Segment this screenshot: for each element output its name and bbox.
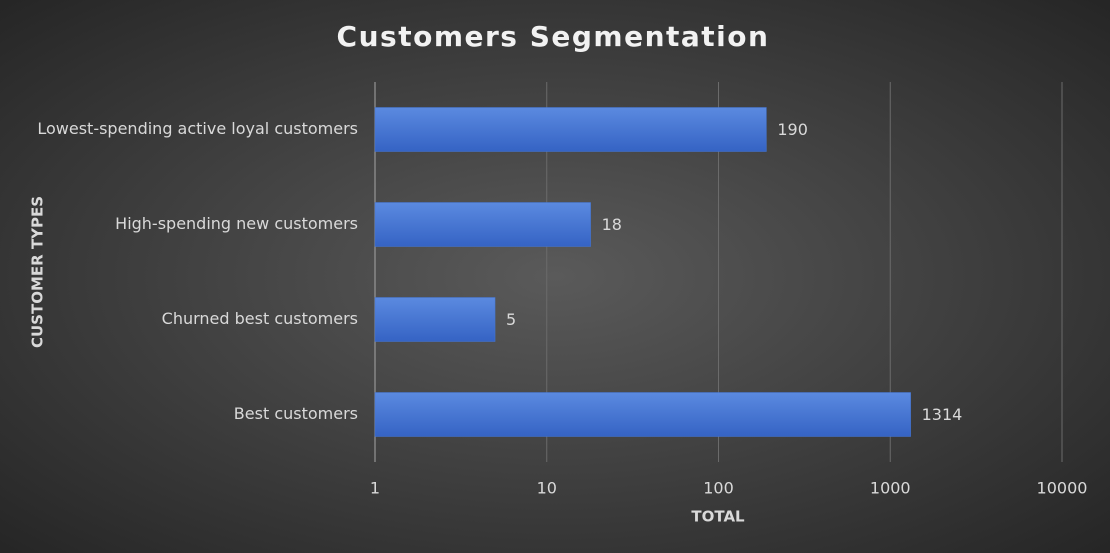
x-axis-title: TOTAL xyxy=(691,508,745,526)
y-tick-label: Lowest-spending active loyal customers xyxy=(37,119,358,138)
bar xyxy=(374,202,591,247)
chart-title: Customers Segmentation xyxy=(337,20,770,53)
data-label: 5 xyxy=(506,310,516,329)
bar xyxy=(374,392,911,437)
y-axis-title: CUSTOMER TYPES xyxy=(29,196,47,348)
x-tick-label: 10 xyxy=(537,479,557,498)
x-tick-label: 100 xyxy=(703,479,734,498)
y-tick-label: High-spending new customers xyxy=(115,214,358,233)
x-tick-label: 1000 xyxy=(870,479,911,498)
data-label: 18 xyxy=(602,215,622,234)
x-tick-label: 10000 xyxy=(1037,479,1088,498)
data-label: 1314 xyxy=(922,405,963,424)
y-tick-label: Churned best customers xyxy=(162,309,358,328)
data-label: 190 xyxy=(777,120,808,139)
x-tick-label: 1 xyxy=(370,479,380,498)
bar xyxy=(374,297,496,342)
y-tick-label: Best customers xyxy=(234,404,358,423)
bar xyxy=(374,107,767,152)
